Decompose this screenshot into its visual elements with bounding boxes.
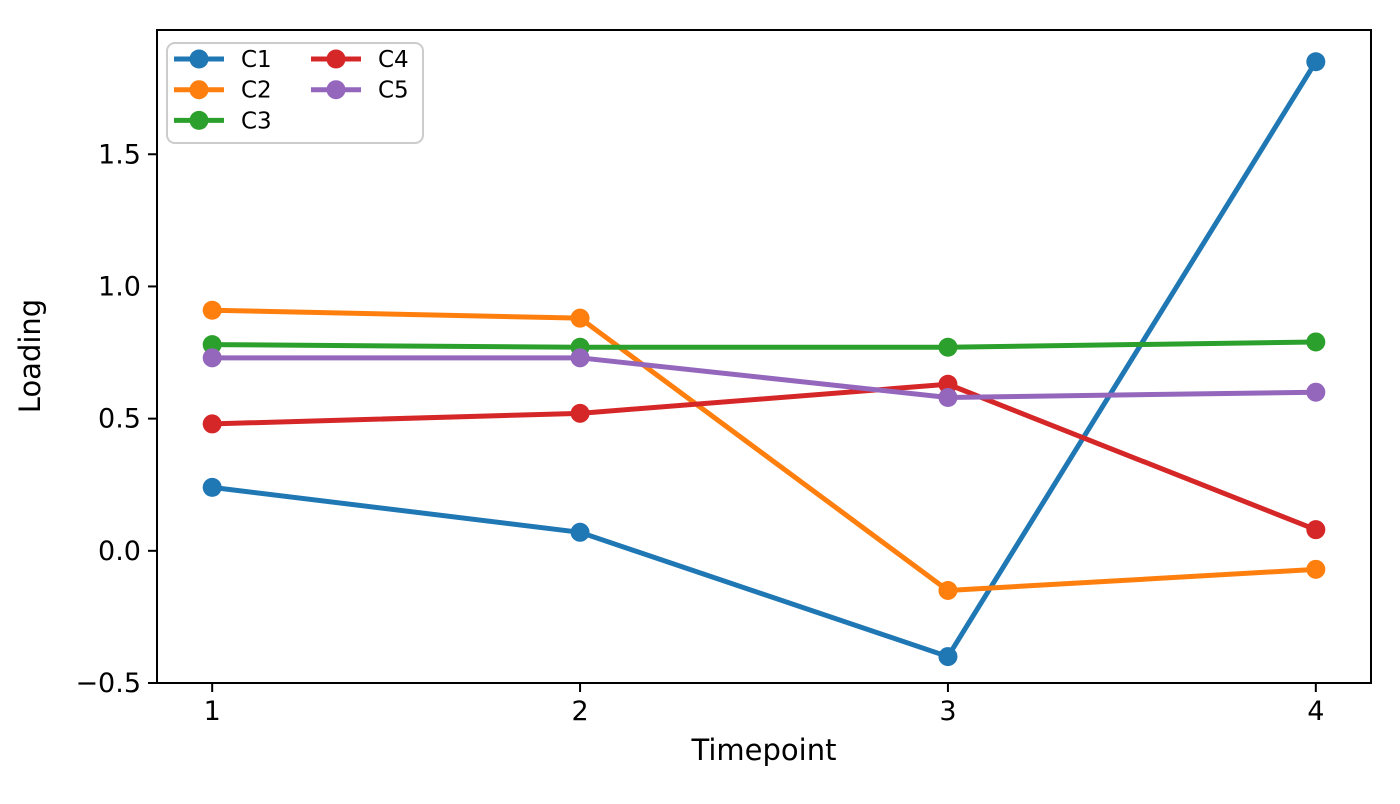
data-point-C4-1 bbox=[202, 414, 222, 434]
plot-border bbox=[156, 29, 1372, 684]
y-tick-label: 1.5 bbox=[98, 139, 141, 170]
legend-item-C2: C2 bbox=[174, 78, 272, 104]
series-line-C1 bbox=[209, 59, 1319, 660]
legend-label: C1 bbox=[241, 47, 272, 73]
data-point-C2-3 bbox=[938, 580, 958, 600]
y-tick-label: −0.5 bbox=[75, 668, 141, 699]
y-tick-label: 0.0 bbox=[98, 536, 141, 567]
data-point-C4-4 bbox=[1306, 520, 1326, 540]
data-point-C2-2 bbox=[570, 308, 590, 328]
data-point-C5-4 bbox=[1306, 382, 1326, 402]
legend-box bbox=[166, 42, 424, 144]
legend-marker bbox=[326, 80, 346, 100]
y-axis-label: Loading bbox=[13, 299, 47, 413]
data-point-C5-2 bbox=[570, 348, 590, 368]
series-line-C3 bbox=[209, 339, 1319, 350]
legend-marker bbox=[189, 80, 209, 100]
legend-item-C4: C4 bbox=[311, 47, 409, 73]
data-point-C1-1 bbox=[202, 477, 222, 497]
data-point-C1-4 bbox=[1306, 52, 1326, 72]
legend-label: C3 bbox=[241, 108, 272, 134]
y-tick-label: 0.5 bbox=[98, 404, 141, 435]
data-point-C5-3 bbox=[938, 387, 958, 407]
x-axis-label: Timepoint bbox=[691, 733, 837, 767]
legend-label: C2 bbox=[241, 78, 272, 104]
x-tick-label: 3 bbox=[939, 696, 956, 727]
data-point-C2-1 bbox=[202, 300, 222, 320]
data-point-C3-4 bbox=[1306, 332, 1326, 352]
legend-item-C3: C3 bbox=[174, 108, 272, 134]
legend-label: C5 bbox=[378, 78, 409, 104]
legend-item-C1: C1 bbox=[174, 47, 272, 73]
legend-label: C4 bbox=[378, 47, 409, 73]
series-line-C2 bbox=[209, 307, 1319, 593]
data-point-C4-3 bbox=[938, 374, 958, 394]
data-point-C4-2 bbox=[570, 403, 590, 423]
x-tick-label: 2 bbox=[571, 696, 588, 727]
legend-marker bbox=[326, 49, 346, 69]
data-point-C2-4 bbox=[1306, 559, 1326, 579]
x-tick-label: 1 bbox=[204, 696, 221, 727]
legend-marker bbox=[189, 110, 209, 130]
data-point-C3-1 bbox=[202, 335, 222, 355]
series-line-C5 bbox=[209, 355, 1319, 400]
plot-area: 1 2 3 4 −0.5 0.0 0.5 1.0 1.5 bbox=[75, 29, 1372, 727]
data-point-C1-2 bbox=[570, 522, 590, 542]
legend-marker bbox=[189, 49, 209, 69]
data-point-C5-1 bbox=[202, 348, 222, 368]
x-tick-label: 4 bbox=[1307, 696, 1324, 727]
legend-item-C5: C5 bbox=[311, 78, 409, 104]
legend: C1 C2 C3 C4 C5 bbox=[166, 42, 424, 144]
y-tick-label: 1.0 bbox=[98, 271, 141, 302]
series-line-C4 bbox=[209, 381, 1319, 533]
data-point-C3-3 bbox=[938, 337, 958, 357]
data-point-C1-3 bbox=[938, 647, 958, 667]
